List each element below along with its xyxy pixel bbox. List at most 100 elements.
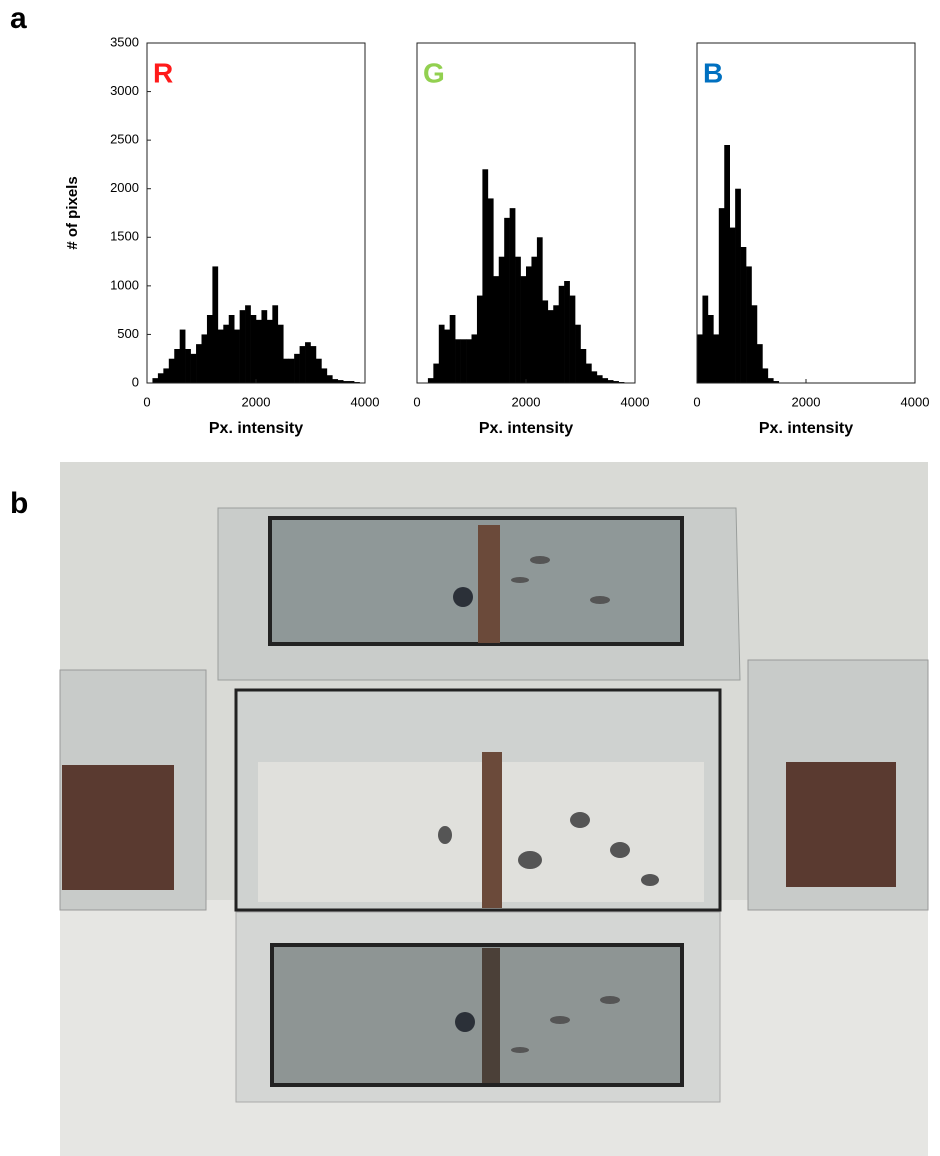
histogram-bar xyxy=(332,379,339,383)
histogram-bar xyxy=(174,349,180,383)
histogram-bar xyxy=(433,363,440,383)
histogram-bar xyxy=(607,380,614,383)
histogram-bar xyxy=(326,375,333,383)
histogram-bar xyxy=(250,315,257,383)
histogram-bar xyxy=(310,346,317,383)
histogram-bar xyxy=(438,324,445,383)
histogram-bar xyxy=(613,381,619,383)
histogram-bar xyxy=(751,305,758,383)
marker xyxy=(453,587,473,607)
histogram-bar xyxy=(444,329,450,383)
histogram-bar xyxy=(305,342,311,383)
x-tick-label: 0 xyxy=(413,394,420,409)
x-tick-label: 2000 xyxy=(792,394,821,409)
histogram-bar xyxy=(256,319,262,383)
histogram-bar xyxy=(261,310,268,383)
histogram-bar xyxy=(515,256,521,383)
histogram-bar xyxy=(185,349,191,383)
histogram-bar xyxy=(157,373,164,383)
histogram-bar xyxy=(476,295,483,383)
histogram-bar xyxy=(564,281,570,383)
y-tick-label: 1000 xyxy=(110,277,139,292)
histogram-bar xyxy=(217,329,224,383)
histogram-bar xyxy=(591,371,598,383)
histogram-bar xyxy=(575,324,581,383)
histogram-bar xyxy=(526,266,532,383)
divider xyxy=(482,752,502,908)
histogram-bar xyxy=(343,381,349,383)
histogram-bar xyxy=(190,353,197,383)
y-tick-label: 2000 xyxy=(110,180,139,195)
histogram-bar xyxy=(707,315,714,383)
histogram-bar xyxy=(201,334,208,383)
tank xyxy=(786,762,896,887)
histogram-bar xyxy=(718,208,725,383)
histogram-bar xyxy=(756,344,763,383)
marker xyxy=(455,1012,475,1032)
photo xyxy=(59,462,929,1156)
histogram-bar xyxy=(542,300,549,383)
histogram-bar xyxy=(702,295,709,383)
histogram-bar xyxy=(602,378,609,383)
y-tick-label: 2500 xyxy=(110,132,139,147)
histogram-bar xyxy=(283,358,289,383)
histogram-bar xyxy=(449,315,456,383)
histogram-bar xyxy=(315,358,322,383)
histogram-bar xyxy=(536,237,543,383)
histogram-bar xyxy=(547,310,554,383)
histogram-bar xyxy=(558,285,565,383)
histogram-bar xyxy=(266,319,273,383)
panel-label: a xyxy=(10,2,27,35)
histogram-bar xyxy=(277,324,284,383)
histogram-bar xyxy=(773,381,780,383)
y-axis-label: # of pixels xyxy=(64,176,81,249)
histogram-bar xyxy=(724,145,730,383)
y-tick-label: 1500 xyxy=(110,229,139,244)
histogram-bar xyxy=(455,339,461,383)
histogram-bar xyxy=(294,353,300,383)
histogram-bar xyxy=(239,310,246,383)
panel-channel-label: R xyxy=(153,57,173,88)
x-axis-label: Px. intensity xyxy=(759,420,853,437)
histogram-bar xyxy=(272,305,279,383)
histogram-bar xyxy=(713,334,720,383)
y-tick-label: 500 xyxy=(117,326,139,341)
histogram-bar xyxy=(348,381,355,383)
x-axis-label: Px. intensity xyxy=(209,420,303,437)
histogram-bar xyxy=(697,334,703,383)
tank xyxy=(268,516,684,646)
histogram-bar xyxy=(767,378,774,383)
tank-water xyxy=(258,762,704,902)
histogram-bar xyxy=(509,208,516,383)
panel-channel-label: B xyxy=(703,57,723,88)
histogram-bar xyxy=(585,363,592,383)
x-tick-label: 2000 xyxy=(512,394,541,409)
histogram-bar xyxy=(740,247,747,383)
histogram-bar xyxy=(234,329,240,383)
histogram-bar xyxy=(729,227,736,383)
fish xyxy=(438,556,659,1053)
histogram-bar xyxy=(493,276,500,383)
histogram-bar xyxy=(206,315,213,383)
histogram-bar xyxy=(596,375,603,383)
divider xyxy=(478,525,500,643)
y-tick-label: 0 xyxy=(132,374,139,389)
tank xyxy=(270,943,684,1087)
panel-channel-label: G xyxy=(423,57,445,88)
histogram-bar xyxy=(762,368,769,383)
histogram-bar xyxy=(228,315,235,383)
x-tick-label: 4000 xyxy=(901,394,930,409)
x-tick-label: 0 xyxy=(693,394,700,409)
histogram-bar xyxy=(498,256,505,383)
histogram-bar xyxy=(520,276,527,383)
histogram-bar xyxy=(460,339,467,383)
x-axis-label: Px. intensity xyxy=(479,420,573,437)
histogram-bar xyxy=(427,378,434,383)
x-tick-label: 2000 xyxy=(242,394,271,409)
histogram-bar xyxy=(337,380,344,383)
histogram-bar xyxy=(580,349,587,383)
x-tick-label: 4000 xyxy=(351,394,380,409)
x-tick-label: 0 xyxy=(143,394,150,409)
